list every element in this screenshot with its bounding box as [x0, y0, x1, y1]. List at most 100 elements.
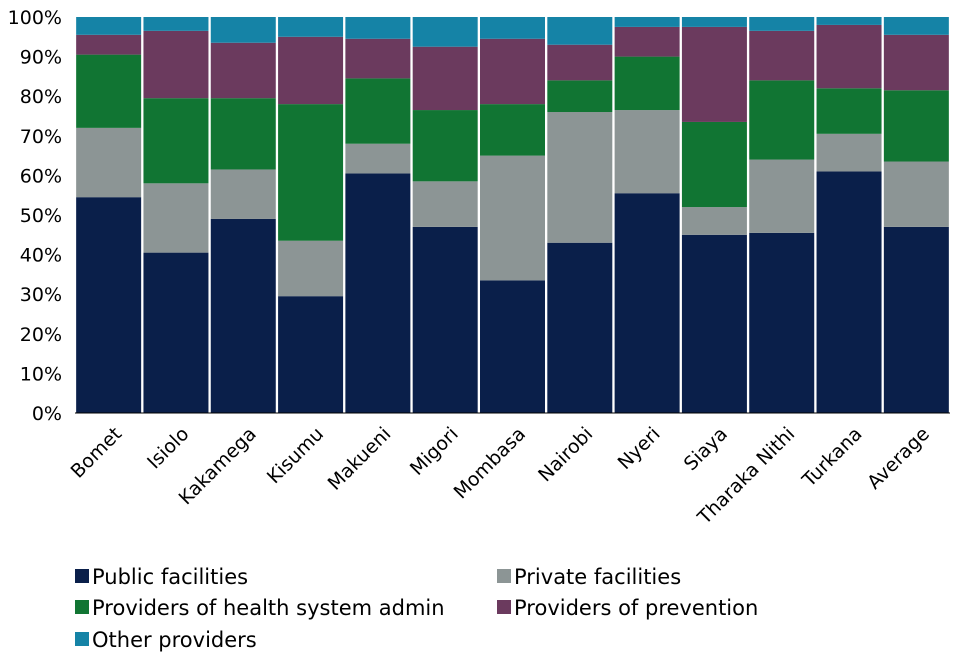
bar-segment-siaya-series-0	[681, 234, 747, 413]
y-tick-label: 30%	[20, 284, 62, 306]
y-tick-label: 70%	[20, 126, 62, 148]
bar-segment-tharaka-nithi-series-1	[749, 159, 815, 233]
bar-segment-average-series-1	[883, 161, 949, 227]
bar-segment-migori-series-0	[412, 226, 478, 413]
x-tick-label: Bomet	[67, 423, 127, 483]
bar-segment-kakamega-series-4	[210, 17, 276, 43]
bar-segment-nyeri-series-1	[614, 110, 680, 194]
bar-segment-makueni-series-1	[345, 143, 411, 174]
y-tick-label: 10%	[20, 363, 62, 385]
x-tick-label: Siaya	[680, 423, 732, 475]
bar-segment-migori-series-2	[412, 110, 478, 182]
bar-segment-nyeri-series-2	[614, 56, 680, 111]
bar-segment-nyeri-series-4	[614, 17, 680, 27]
legend-swatch	[497, 600, 511, 614]
bar-segment-kisumu-series-1	[278, 240, 344, 297]
bar-segment-kisumu-series-4	[278, 17, 344, 37]
bar-segment-mombasa-series-4	[480, 17, 545, 39]
x-tick-label: Nairobi	[534, 423, 597, 486]
bar-segment-migori-series-1	[412, 181, 478, 227]
legend: Public facilities Private facilities Provi…	[75, 565, 758, 652]
bar-segment-makueni-series-2	[345, 78, 411, 144]
bar-segment-nairobi-series-4	[547, 17, 613, 45]
y-tick-label: 60%	[20, 165, 62, 187]
y-tick-label: 80%	[20, 86, 62, 108]
bar-segment-average-series-2	[883, 90, 949, 162]
bar-segment-nyeri-series-0	[614, 193, 680, 413]
bar-segment-mombasa-series-3	[480, 38, 545, 105]
legend-swatch	[75, 569, 89, 583]
bar-segment-siaya-series-1	[681, 207, 747, 235]
x-tick-label: Average	[863, 423, 934, 494]
bar-segment-isiolo-series-3	[143, 30, 209, 99]
bar-segment-average-series-3	[883, 34, 949, 91]
bar-segment-kakamega-series-3	[210, 42, 276, 99]
bar-segment-mombasa-series-1	[480, 155, 545, 281]
bar-segment-bomet-series-4	[76, 17, 142, 35]
bar-segment-tharaka-nithi-series-4	[749, 17, 815, 31]
x-tick-label: Makueni	[324, 423, 396, 495]
bar-segment-average-series-0	[883, 226, 949, 413]
y-tick-label: 50%	[20, 205, 62, 227]
bar-segment-average-series-4	[883, 17, 949, 35]
bar-segment-nairobi-series-2	[547, 80, 613, 113]
bar-segment-nairobi-series-3	[547, 44, 613, 81]
bar-segment-kakamega-series-2	[210, 98, 276, 170]
bar-segment-nyeri-series-3	[614, 26, 680, 57]
bar-segment-turkana-series-1	[816, 133, 882, 172]
bar-segment-turkana-series-3	[816, 24, 882, 89]
bar-segment-mombasa-series-0	[480, 280, 545, 413]
bar-segment-kakamega-series-0	[210, 218, 276, 413]
bar-segment-bomet-series-0	[76, 197, 142, 413]
y-tick-label: 20%	[20, 324, 62, 346]
y-tick-label: 100%	[8, 7, 62, 29]
y-tick-label: 90%	[20, 47, 62, 69]
bar-segment-mombasa-series-2	[480, 104, 545, 156]
bar-segment-tharaka-nithi-series-0	[749, 232, 815, 413]
x-tick-label: Nyeri	[614, 423, 665, 474]
y-axis-tick-labels: 0% 10% 20% 30% 40% 50% 60% 70% 80% 90% 100%	[8, 7, 62, 425]
bar-segment-bomet-series-3	[76, 34, 142, 55]
bar-segment-kakamega-series-1	[210, 169, 276, 219]
bar-segment-kisumu-series-0	[278, 296, 344, 413]
legend-label: Providers of health system admin	[92, 596, 445, 620]
bar-segment-siaya-series-4	[681, 17, 747, 27]
legend-swatch	[75, 600, 89, 614]
legend-swatch	[75, 632, 89, 646]
x-tick-label: Migori	[406, 423, 463, 480]
x-tick-label: Mombasa	[450, 423, 530, 503]
bar-segment-migori-series-4	[412, 17, 478, 47]
bar-segment-nairobi-series-1	[547, 112, 613, 243]
bar-segment-makueni-series-0	[345, 173, 411, 413]
legend-label: Private facilities	[514, 565, 681, 589]
bar-segment-isiolo-series-2	[143, 98, 209, 184]
bar-segment-isiolo-series-4	[143, 17, 209, 31]
bar-segment-isiolo-series-0	[143, 252, 209, 413]
bar-segment-siaya-series-3	[681, 26, 747, 122]
bar-segment-nairobi-series-0	[547, 242, 613, 413]
bar-segment-turkana-series-4	[816, 17, 882, 25]
bar-segment-siaya-series-2	[681, 121, 747, 208]
legend-swatch	[497, 569, 511, 583]
legend-label: Other providers	[92, 628, 257, 652]
bar-segment-tharaka-nithi-series-3	[749, 30, 815, 81]
y-tick-label: 40%	[20, 245, 62, 267]
x-tick-label: Kisumu	[263, 423, 328, 488]
bar-segment-makueni-series-4	[345, 17, 411, 39]
x-tick-label: Isiolo	[143, 423, 193, 473]
bar-segment-turkana-series-0	[816, 171, 882, 413]
bar-segment-tharaka-nithi-series-2	[749, 80, 815, 160]
bar-segment-bomet-series-1	[76, 127, 142, 198]
bars-layer	[76, 17, 949, 413]
bar-segment-kisumu-series-3	[278, 36, 344, 105]
y-tick-label: 0%	[32, 403, 62, 425]
bar-segment-migori-series-3	[412, 46, 478, 111]
x-tick-label: Turkana	[798, 423, 867, 492]
bar-segment-turkana-series-2	[816, 88, 882, 134]
bar-segment-kisumu-series-2	[278, 104, 344, 241]
bar-segment-bomet-series-2	[76, 54, 142, 128]
bar-segment-makueni-series-3	[345, 38, 411, 79]
